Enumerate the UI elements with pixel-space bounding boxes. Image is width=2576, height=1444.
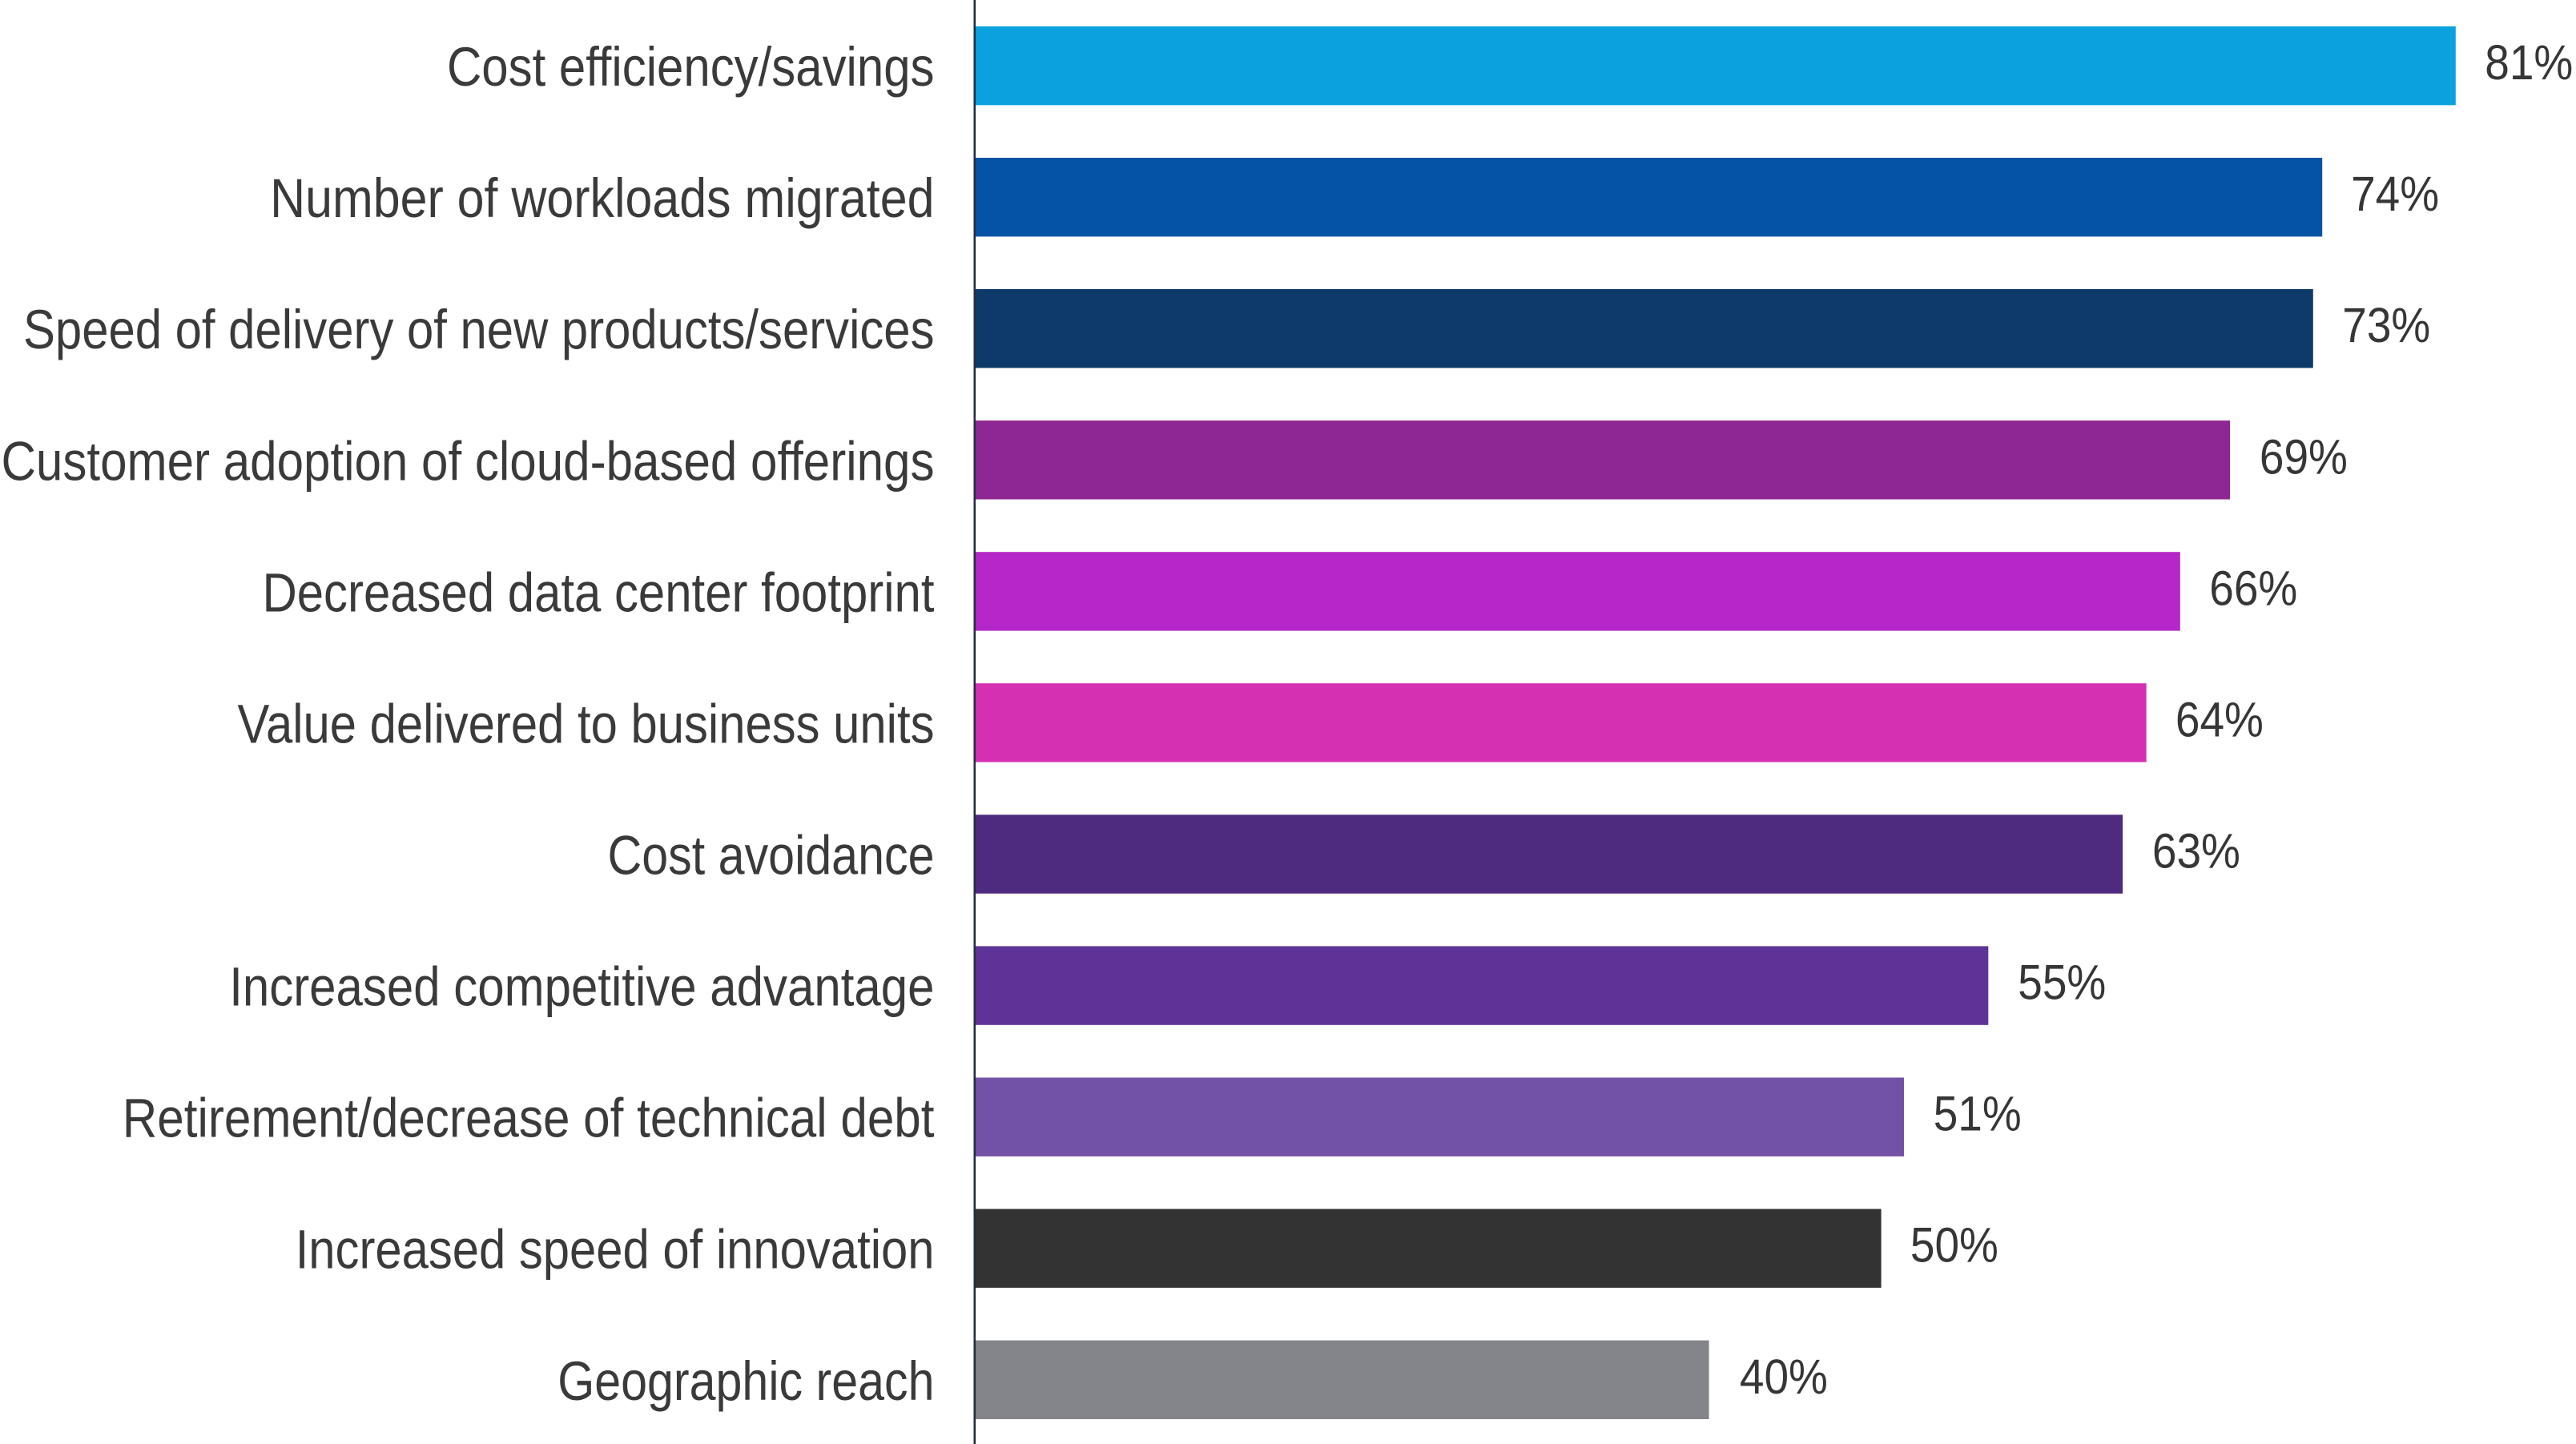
svg-text:Increased speed of innovation: Increased speed of innovation [296,1219,935,1281]
svg-text:Value delivered to business un: Value delivered to business units [238,693,935,754]
svg-text:81%: 81% [2485,35,2573,90]
svg-text:50%: 50% [1910,1218,1998,1273]
svg-text:63%: 63% [2152,824,2240,879]
svg-text:Speed of delivery of new produ: Speed of delivery of new products/servic… [23,299,935,360]
svg-text:Customer adoption of cloud-bas: Customer adoption of cloud-based offerin… [2,430,935,492]
svg-text:Cost efficiency/savings: Cost efficiency/savings [447,36,935,98]
svg-text:51%: 51% [1934,1087,2022,1141]
svg-text:40%: 40% [1740,1349,1828,1404]
svg-text:55%: 55% [2018,955,2106,1010]
svg-text:73%: 73% [2342,298,2430,352]
svg-text:74%: 74% [2351,167,2439,221]
svg-text:Number of workloads migrated: Number of workloads migrated [270,167,934,229]
svg-text:Geographic reach: Geographic reach [557,1350,934,1412]
svg-text:Increased competitive advantag: Increased competitive advantage [229,956,934,1018]
svg-text:66%: 66% [2209,561,2297,615]
svg-text:64%: 64% [2176,692,2264,746]
svg-text:69%: 69% [2260,429,2348,484]
svg-text:Decreased data center footprin: Decreased data center footprint [263,561,935,623]
svg-text:Cost avoidance: Cost avoidance [608,825,935,887]
svg-text:Retirement/decrease of technic: Retirement/decrease of technical debt [123,1088,935,1149]
